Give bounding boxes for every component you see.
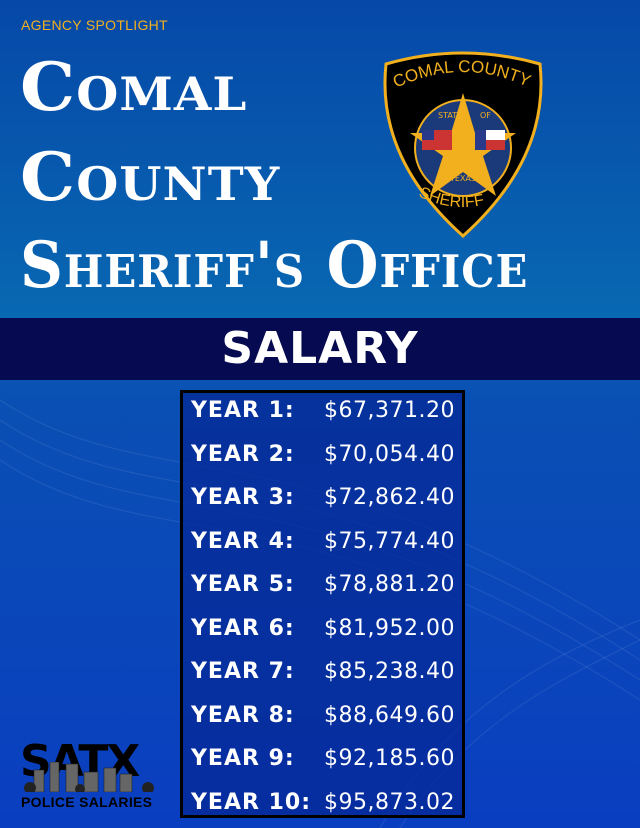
agency-spotlight-label: AGENCY SPOTLIGHT: [21, 17, 168, 33]
salary-amount: $85,238.40: [324, 659, 455, 684]
svg-text:STATE: STATE: [438, 111, 462, 120]
logo-subtitle: POLICE SALARIES: [21, 794, 153, 810]
salary-row: YEAR 8: $88,649.60: [191, 701, 461, 731]
salary-row: YEAR 10: $95,873.02: [191, 788, 461, 818]
salary-amount: $92,185.60: [324, 746, 455, 771]
page-title-line-3: Sheriff's Office: [20, 228, 529, 303]
salary-amount: $78,881.20: [324, 572, 455, 597]
page-title-line-1: Comal: [20, 48, 248, 126]
salary-amount: $72,862.40: [324, 485, 455, 510]
year-label: YEAR 3:: [191, 485, 295, 510]
year-label: YEAR 1:: [191, 398, 295, 423]
salary-amount: $95,873.02: [324, 789, 455, 815]
page-title-line-2: County: [20, 138, 281, 216]
year-label: YEAR 5:: [191, 572, 295, 597]
year-label: YEAR 7:: [191, 659, 295, 684]
svg-text:OF: OF: [480, 111, 491, 120]
salary-heading: SALARY: [0, 318, 640, 380]
year-label: YEAR 10:: [191, 789, 311, 815]
city-skyline-icon: [24, 762, 154, 792]
year-label: YEAR 4:: [191, 528, 295, 554]
salary-amount: $81,952.00: [324, 615, 455, 641]
header-background: [0, 0, 640, 318]
sheriff-badge-icon: COMAL COUNTY TEXAS STATE OF SHERIFF: [383, 51, 543, 239]
salary-row: YEAR 2: $70,054.40: [191, 440, 461, 470]
salary-row: YEAR 1: $67,371.20: [191, 396, 461, 426]
salary-amount: $70,054.40: [324, 441, 455, 467]
svg-text:TEXAS: TEXAS: [449, 174, 476, 183]
salary-row: YEAR 4: $75,774.40: [191, 527, 461, 557]
year-label: YEAR 9:: [191, 746, 295, 771]
year-label: YEAR 2:: [191, 441, 295, 467]
year-label: YEAR 8:: [191, 702, 295, 728]
salary-row: YEAR 6: $81,952.00: [191, 614, 461, 644]
year-label: YEAR 6:: [191, 615, 295, 641]
salary-amount: $67,371.20: [324, 398, 455, 423]
salary-row: YEAR 7: $85,238.40: [191, 657, 461, 687]
salary-row: YEAR 5: $78,881.20: [191, 570, 461, 600]
salary-amount: $88,649.60: [324, 702, 455, 728]
satx-police-salaries-logo: SATX POLICE SALARIES: [20, 736, 158, 810]
salary-row: YEAR 9: $92,185.60: [191, 744, 461, 774]
salary-table: YEAR 1: $67,371.20 YEAR 2: $70,054.40 YEAR 3…: [180, 390, 465, 818]
salary-row: YEAR 3: $72,862.40: [191, 483, 461, 513]
salary-amount: $75,774.40: [324, 528, 455, 554]
